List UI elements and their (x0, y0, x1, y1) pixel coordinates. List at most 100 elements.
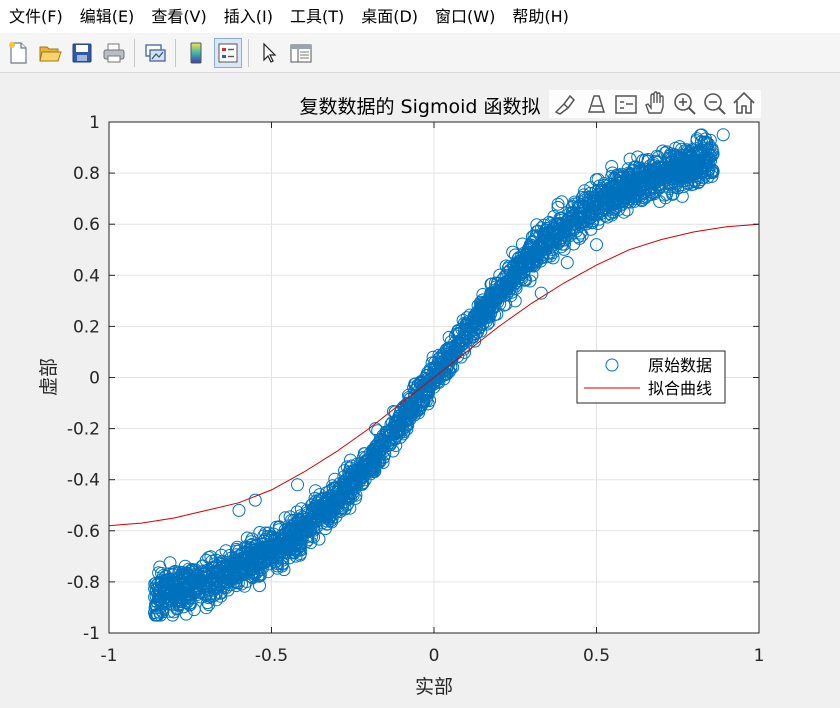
brush-button[interactable] (554, 94, 575, 115)
scatter-point (560, 256, 574, 270)
open-file-button[interactable] (36, 38, 64, 68)
scatter-point (261, 544, 275, 558)
scatter-point (702, 162, 716, 176)
scatter-point (482, 301, 496, 315)
scatter-point (617, 183, 631, 197)
scatter-point (692, 171, 706, 184)
scatter-point (498, 281, 512, 295)
legend-icon (218, 43, 238, 62)
scatter-point (388, 432, 402, 445)
edit-plot-button[interactable] (255, 38, 283, 68)
scatter-point (259, 552, 272, 565)
scatter-point (224, 572, 238, 586)
menu-help[interactable]: 帮助(H) (512, 7, 569, 26)
scatter-point (460, 332, 474, 346)
scatter-point (343, 501, 357, 515)
menu-window[interactable]: 窗口(W) (435, 7, 496, 26)
scatter-point (605, 197, 619, 211)
scatter-point (460, 323, 473, 336)
scatter-point (366, 443, 380, 457)
scatter-point (243, 549, 257, 563)
x-tick-label: -1 (101, 646, 118, 666)
menu-tools[interactable]: 工具(T) (289, 7, 345, 26)
menu-edit[interactable]: 编辑(E) (79, 7, 135, 26)
zoom-in-button[interactable] (674, 93, 696, 115)
scatter-point (424, 373, 438, 387)
colorbar-icon (190, 42, 202, 63)
scatter-point (199, 601, 213, 615)
scatter-point (456, 313, 470, 327)
scatter-series (148, 128, 730, 622)
scatter-point (702, 156, 716, 169)
scatter-point (361, 452, 375, 466)
scatter-point (300, 517, 314, 531)
legend[interactable]: 原始数据 拟合曲线 (576, 350, 726, 404)
scatter-point (319, 507, 333, 521)
scatter-point (440, 345, 454, 359)
scatter-point (437, 372, 451, 386)
menu-view[interactable]: 查看(V) (151, 7, 207, 26)
menu-file[interactable]: 文件(F) (9, 7, 63, 26)
scatter-point (253, 579, 266, 593)
scatter-point (372, 444, 386, 458)
scatter-point (305, 507, 319, 521)
insert-colorbar-button[interactable] (182, 38, 210, 68)
property-inspector-button[interactable] (287, 38, 315, 68)
scatter-point (654, 167, 668, 181)
scatter-point (353, 468, 367, 482)
new-figure-button[interactable] (4, 38, 32, 68)
scatter-point (240, 531, 254, 545)
scatter-point (522, 245, 536, 259)
scatter-point (659, 171, 673, 185)
scatter-point (309, 484, 322, 498)
y-tick-label: -0.2 (67, 420, 100, 440)
toolbar-separator (248, 38, 249, 67)
property-inspector-icon (290, 44, 312, 62)
pan-button[interactable] (645, 91, 664, 114)
scatter-point (245, 532, 259, 546)
menu-desktop[interactable]: 桌面(D) (361, 7, 419, 26)
scatter-point (577, 206, 591, 220)
link-plot-button[interactable] (141, 38, 169, 68)
menu-insert[interactable]: 插入(I) (223, 7, 273, 26)
scatter-point (531, 224, 545, 238)
fit-line-series (108, 223, 760, 527)
scatter-point (611, 196, 625, 210)
insert-legend-button[interactable] (214, 37, 242, 68)
y-tick-label: -1 (83, 624, 100, 644)
save-button[interactable] (68, 38, 96, 68)
scatter-point (428, 356, 442, 370)
scatter-point (578, 184, 592, 198)
zoom-out-button[interactable] (704, 93, 726, 115)
scatter-point (681, 169, 695, 183)
scatter-point (687, 152, 700, 166)
data-tip-button[interactable] (587, 95, 606, 113)
brush-icon (554, 94, 575, 115)
toolbar-separator (134, 38, 135, 67)
scatter-point (508, 294, 522, 308)
scatter-point (237, 564, 251, 578)
scatter-point (518, 253, 532, 267)
x-axis-label: 实部 (415, 676, 453, 698)
scatter-point (161, 573, 175, 586)
pointer-icon (263, 42, 277, 63)
scatter-point (613, 169, 627, 183)
scatter-point (369, 442, 383, 455)
scatter-point (332, 494, 345, 507)
scatter-point (421, 386, 434, 399)
scatter-point (633, 182, 647, 196)
data-cursor-button[interactable] (615, 95, 637, 114)
restore-view-button[interactable] (733, 91, 755, 114)
scatter-point (555, 237, 569, 251)
scatter-point (511, 272, 525, 286)
scatter-point (153, 560, 167, 574)
scatter-point (634, 167, 648, 181)
print-button[interactable] (100, 38, 128, 68)
scatter-point (584, 222, 598, 236)
x-tick-label: 0 (429, 646, 440, 666)
scatter-point (700, 158, 714, 172)
scatter-point (265, 530, 279, 544)
figure-canvas: -1 -0.5 0 0.5 1 1 0.8 0.6 0.4 0.2 0 -0.2 -0.4 -0.6 -0.… (0, 74, 840, 704)
scatter-point (338, 502, 352, 516)
scatter-point (305, 498, 318, 512)
